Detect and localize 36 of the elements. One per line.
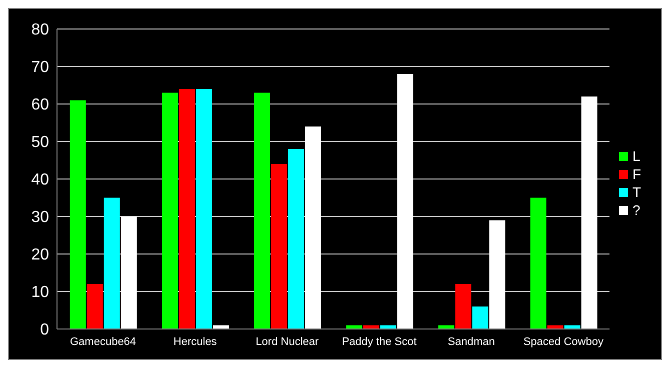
y-tick-label: 80: [31, 22, 50, 39]
bar: [455, 284, 472, 329]
bar: [104, 198, 120, 329]
bar: [397, 74, 414, 329]
x-tick-label: Spaced Cowboy: [523, 336, 604, 348]
y-tick-label: 70: [31, 59, 50, 76]
bar: [196, 89, 212, 329]
y-tick-label: 40: [31, 172, 50, 189]
bar: [120, 216, 137, 329]
bar: [472, 306, 488, 329]
bar: [162, 92, 178, 329]
bar: [530, 198, 546, 329]
bar: [581, 96, 598, 329]
y-tick-label: 10: [31, 284, 50, 302]
x-tick-label: Sandman: [448, 336, 495, 348]
bar: [489, 220, 506, 329]
bar: [178, 89, 195, 329]
y-tick-label: 50: [31, 134, 50, 152]
legend-label: L: [632, 148, 640, 164]
bar: [86, 284, 103, 329]
legend-label: ?: [632, 202, 640, 218]
y-tick-label: 30: [31, 209, 50, 226]
x-tick-label: Paddy the Scot: [342, 336, 417, 348]
x-tick-label: Hercules: [173, 336, 218, 348]
x-tick-label: Lord Nuclear: [256, 336, 320, 348]
bar: [288, 149, 304, 329]
legend-label: T: [632, 184, 641, 200]
x-tick-label: Gamecube64: [70, 336, 136, 348]
bar: [305, 126, 322, 329]
y-tick-label: 60: [31, 96, 50, 114]
bar: [70, 100, 86, 329]
y-tick-label: 20: [31, 246, 50, 264]
bar: [254, 92, 270, 329]
bar: [271, 164, 288, 329]
y-tick-label: 0: [40, 322, 50, 339]
legend-label: F: [632, 166, 641, 182]
